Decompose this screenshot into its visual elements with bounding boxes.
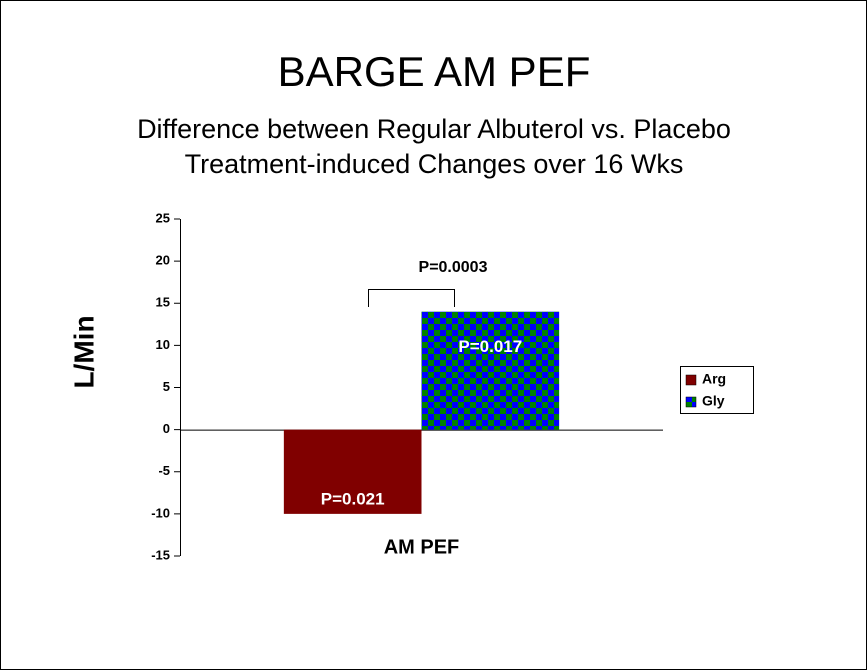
y-tick-label: -10 bbox=[151, 505, 170, 520]
y-tick-label: -5 bbox=[158, 463, 170, 478]
legend-label: Gly bbox=[702, 393, 725, 409]
bar bbox=[421, 311, 560, 430]
y-tick-label: 25 bbox=[156, 210, 170, 225]
y-tick-label: 20 bbox=[156, 253, 170, 268]
y-tick-label: 0 bbox=[163, 421, 170, 436]
chart-subtitle: Difference between Regular Albuterol vs.… bbox=[137, 114, 731, 144]
bar-annotation: P=0.017 bbox=[458, 337, 522, 356]
y-tick-label: -15 bbox=[151, 547, 170, 562]
y-tick-label: 5 bbox=[163, 379, 170, 394]
legend-swatch bbox=[685, 374, 697, 386]
bar bbox=[283, 429, 422, 514]
x-tick-label: AM PEF bbox=[384, 536, 460, 558]
chart-title: BARGE AM PEF bbox=[278, 48, 591, 95]
legend-swatch bbox=[685, 396, 697, 408]
chart-subtitle: Treatment-induced Changes over 16 Wks bbox=[185, 149, 684, 179]
comparison-label: P=0.0003 bbox=[419, 259, 488, 276]
comparison-bracket bbox=[368, 289, 455, 307]
y-tick-label: 15 bbox=[156, 295, 170, 310]
y-axis-label: L/Min bbox=[68, 315, 99, 388]
legend-label: Arg bbox=[702, 371, 726, 387]
bar-annotation: P=0.021 bbox=[321, 489, 385, 508]
y-tick-label: 10 bbox=[156, 337, 170, 352]
